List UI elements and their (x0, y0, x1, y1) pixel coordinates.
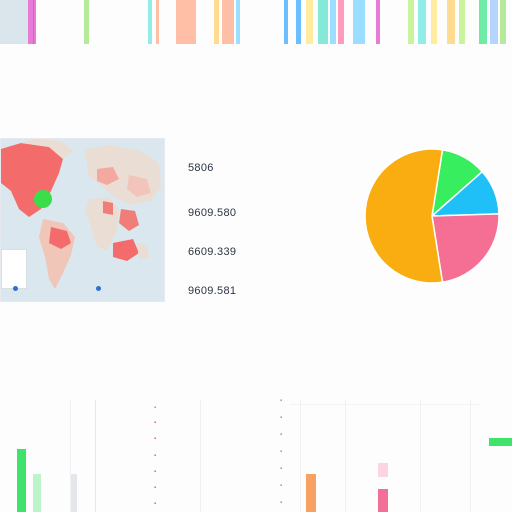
bar[interactable] (378, 489, 388, 512)
bar[interactable] (33, 474, 41, 512)
axis-tick: ▪ (154, 453, 157, 459)
header-stripe (306, 0, 313, 44)
header-stripe (222, 0, 234, 44)
world-map-panel[interactable] (0, 138, 165, 302)
header-stripe (33, 0, 36, 44)
pie-slice[interactable] (431, 213, 500, 284)
header-stripe (479, 0, 487, 44)
axis-tick: ▪ (154, 420, 157, 426)
header-stripe (28, 0, 34, 44)
header-stripe (156, 0, 159, 44)
header-stripe (490, 0, 498, 44)
header-stripe (236, 0, 240, 44)
grid-line (70, 400, 71, 512)
grid-line (345, 400, 346, 512)
header-stripe (84, 0, 89, 44)
stat-value-4: 9609.581 (188, 285, 237, 297)
header-stripe (214, 0, 219, 44)
grid-line (95, 400, 96, 512)
axis-tick: ▪ (280, 449, 283, 455)
stat-value-2: 9609.580 (188, 207, 237, 219)
grid-line (300, 400, 301, 512)
axis-tick: ▪ (280, 432, 283, 438)
header-color-strip (0, 0, 512, 44)
header-stripe (176, 0, 196, 44)
bar[interactable] (71, 474, 77, 512)
header-stripe (447, 0, 455, 44)
axis-tick: ▪ (280, 398, 283, 404)
header-stripe (284, 0, 288, 44)
pie-chart[interactable] (364, 148, 500, 284)
grid-line (290, 404, 480, 405)
grid-line (470, 400, 471, 512)
axis-tick: ▪ (154, 485, 157, 491)
header-stripe (418, 0, 426, 44)
axis-tick: ▪ (154, 405, 157, 411)
bar[interactable] (378, 463, 388, 477)
axis-tick: ▪ (154, 436, 157, 442)
bar[interactable] (17, 449, 26, 512)
grid-line (420, 400, 421, 512)
axis-tick: ▪ (154, 469, 157, 475)
header-stripe (500, 0, 506, 44)
header-stripe (353, 0, 365, 44)
map-marker-dot[interactable] (96, 286, 101, 291)
header-stripe (408, 0, 414, 44)
axis-tick: ▪ (280, 500, 283, 506)
header-stripe (459, 0, 465, 44)
grid-line (200, 400, 201, 512)
stat-value-3: 6609.339 (188, 246, 237, 258)
axis-tick: ▪ (280, 483, 283, 489)
header-stripe (148, 0, 152, 44)
header-stripe (296, 0, 301, 44)
axis-tick: ▪ (280, 415, 283, 421)
header-strip-base (0, 0, 28, 44)
header-stripe (338, 0, 344, 44)
axis-tick: ▪ (280, 466, 283, 472)
legend-swatch (489, 438, 512, 446)
world-map (1, 139, 164, 301)
stat-value-1: 5806 (188, 162, 214, 174)
header-stripe (376, 0, 380, 44)
header-stripe (318, 0, 328, 44)
header-stripe (431, 0, 437, 44)
map-legend (1, 249, 27, 289)
map-marker-dot[interactable] (13, 286, 18, 291)
pie-slice[interactable] (364, 148, 444, 284)
axis-tick: ▪ (154, 501, 157, 507)
bar[interactable] (306, 474, 316, 512)
header-stripe (330, 0, 336, 44)
